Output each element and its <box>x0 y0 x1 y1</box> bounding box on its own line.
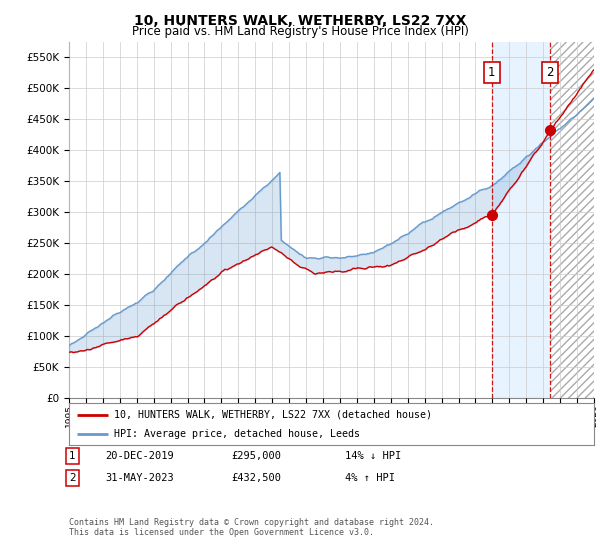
Text: 20-DEC-2019: 20-DEC-2019 <box>105 451 174 461</box>
Text: 1: 1 <box>69 451 76 461</box>
Text: 14% ↓ HPI: 14% ↓ HPI <box>345 451 401 461</box>
Text: Price paid vs. HM Land Registry's House Price Index (HPI): Price paid vs. HM Land Registry's House … <box>131 25 469 38</box>
Bar <box>492 42 550 398</box>
Text: 4% ↑ HPI: 4% ↑ HPI <box>345 473 395 483</box>
Bar <box>550 42 594 398</box>
Text: 31-MAY-2023: 31-MAY-2023 <box>105 473 174 483</box>
Text: 10, HUNTERS WALK, WETHERBY, LS22 7XX (detached house): 10, HUNTERS WALK, WETHERBY, LS22 7XX (de… <box>113 409 431 419</box>
Text: £432,500: £432,500 <box>231 473 281 483</box>
Text: 10, HUNTERS WALK, WETHERBY, LS22 7XX: 10, HUNTERS WALK, WETHERBY, LS22 7XX <box>134 14 466 28</box>
Text: HPI: Average price, detached house, Leeds: HPI: Average price, detached house, Leed… <box>113 429 359 439</box>
Text: Contains HM Land Registry data © Crown copyright and database right 2024.
This d: Contains HM Land Registry data © Crown c… <box>69 518 434 538</box>
Text: 2: 2 <box>547 66 554 79</box>
Text: 2: 2 <box>69 473 76 483</box>
Text: £295,000: £295,000 <box>231 451 281 461</box>
Text: 1: 1 <box>488 66 496 79</box>
